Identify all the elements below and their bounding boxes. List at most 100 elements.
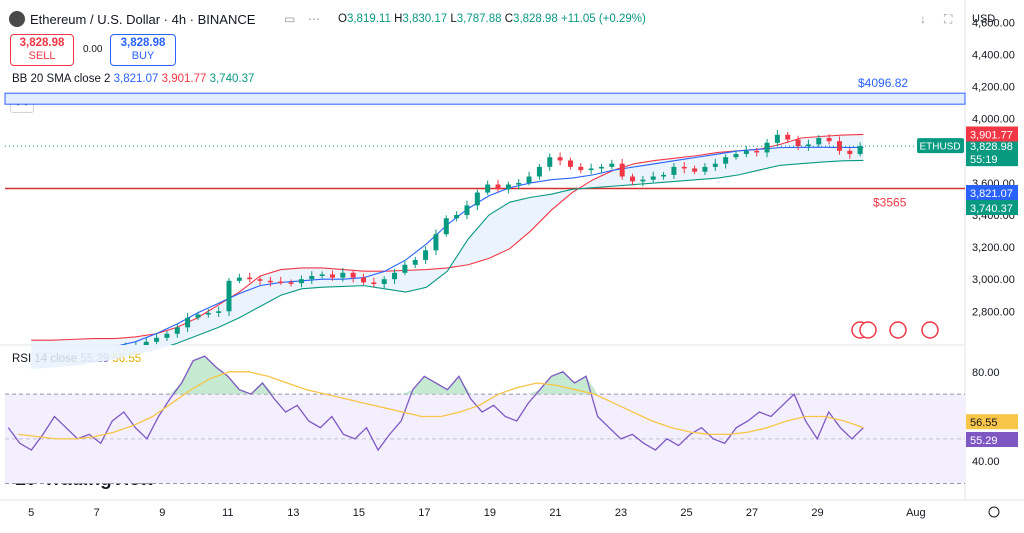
candle-body xyxy=(402,264,408,273)
time-tick-label: 7 xyxy=(94,507,100,519)
time-tick-label: 13 xyxy=(287,507,299,519)
bb-upper-value: 3,901.77 xyxy=(161,73,207,85)
bb-lower-badge-value: 3,740.37 xyxy=(970,203,1013,215)
candle-body xyxy=(516,182,522,185)
bb-label: BB 20 SMA close 2 xyxy=(12,73,111,85)
bb-upper-badge xyxy=(966,126,1018,142)
bb-basis-badge xyxy=(966,185,1018,200)
bb-fill xyxy=(31,134,864,370)
time-tick-label: 17 xyxy=(418,507,430,519)
economic-event-flag-icon[interactable] xyxy=(921,321,939,339)
rsi-tick-label: 40.00 xyxy=(972,456,1000,468)
candle-body xyxy=(443,218,449,235)
buy-label: BUY xyxy=(131,50,155,62)
ohlc-change: +11.05 (+0.29%) xyxy=(561,13,646,25)
candle-body xyxy=(836,141,842,151)
resistance-zone xyxy=(4,92,966,105)
candle-body xyxy=(557,157,563,161)
candle-body xyxy=(329,274,335,278)
bb-upper-badge-value: 3,901.77 xyxy=(970,129,1013,141)
candle-body xyxy=(805,144,811,147)
rsi-badge xyxy=(966,432,1018,448)
settings-gear-icon[interactable] xyxy=(988,506,1000,518)
candle-body xyxy=(702,166,708,172)
rsi-ma-badge xyxy=(966,414,1018,430)
candle-body xyxy=(712,163,718,167)
price-tick-label: 4,200.00 xyxy=(972,82,1015,94)
candle-body xyxy=(298,279,304,284)
candle-body xyxy=(350,272,356,278)
rsi-overbought-fill xyxy=(8,356,864,395)
candle-body xyxy=(640,179,646,182)
candle-body xyxy=(474,192,480,206)
rsi-tick-label: 80.00 xyxy=(972,367,1000,379)
candle-body xyxy=(205,312,211,315)
candle-body xyxy=(588,168,594,171)
rsi-badge-value: 55.29 xyxy=(970,435,998,447)
sell-button[interactable]: 3,828.98 SELL xyxy=(10,34,74,66)
candle-body xyxy=(412,259,418,265)
time-tick-label: 27 xyxy=(746,507,758,519)
candle-body xyxy=(609,163,615,167)
candle-body xyxy=(536,166,542,177)
price-tick-label: 4,000.00 xyxy=(972,114,1015,126)
countdown-value: 55:19 xyxy=(970,154,998,166)
candle-body xyxy=(371,282,377,285)
economic-event-flag-icon[interactable] xyxy=(859,321,877,339)
candle-body xyxy=(816,137,822,145)
candle-body xyxy=(464,205,470,216)
time-tick-label: 5 xyxy=(28,507,34,519)
time-tick-label: 25 xyxy=(680,507,692,519)
time-tick-label: 11 xyxy=(222,507,233,519)
time-tick-label: Aug xyxy=(906,507,926,519)
bb-lower-badge xyxy=(966,200,1018,215)
ohlc-open-key: O xyxy=(338,13,347,25)
symbol-badge-label: ETHUSD xyxy=(919,142,960,153)
time-tick-label: 19 xyxy=(484,507,496,519)
last-price-badge xyxy=(966,138,1018,167)
ohlc-close: 3,828.98 xyxy=(513,13,558,25)
price-tick-label: 4,600.00 xyxy=(972,17,1015,29)
resistance-label: $4096.82 xyxy=(858,76,908,90)
price-tick-label: 3,000.00 xyxy=(972,274,1015,286)
symbol-title[interactable]: Ethereum / U.S. Dollar · 4h · BINANCE xyxy=(30,12,256,27)
time-tick-label: 15 xyxy=(353,507,365,519)
candle-body xyxy=(495,184,501,190)
download-icon[interactable]: ↓ xyxy=(920,12,926,26)
bb-upper-line xyxy=(31,133,864,341)
sell-label: SELL xyxy=(28,50,56,62)
candle-body xyxy=(226,280,232,312)
bb-basis-line xyxy=(118,146,864,345)
support-label: $3565 xyxy=(873,196,907,210)
economic-event-flag-icon[interactable] xyxy=(889,321,907,339)
ohlc-low-key: L xyxy=(450,13,457,25)
candle-body xyxy=(216,311,222,313)
candle-body xyxy=(578,166,584,171)
candle-body xyxy=(195,314,201,318)
fullscreen-icon[interactable]: ⛶ xyxy=(944,12,953,26)
candle-body xyxy=(433,234,439,251)
candle-body xyxy=(630,176,636,182)
candle-body xyxy=(257,279,263,281)
candle-body xyxy=(288,282,294,284)
candle-body xyxy=(692,168,698,172)
more-icon[interactable]: ⋯ xyxy=(308,12,320,26)
candle-body xyxy=(661,174,667,177)
candle-body xyxy=(681,166,687,169)
bb-legend[interactable]: BB 20 SMA close 2 3,821.07 3,901.77 3,74… xyxy=(12,73,254,85)
candle-body xyxy=(650,176,656,180)
ohlc-low: 3,787.88 xyxy=(456,13,502,25)
buy-button[interactable]: 3,828.98 BUY xyxy=(110,34,176,66)
ohlc-high-key: H xyxy=(394,13,403,25)
edit-icon[interactable]: ▭ xyxy=(284,12,296,26)
candle-body xyxy=(733,154,739,158)
time-tick-label: 21 xyxy=(549,507,561,519)
currency-selector[interactable]: USD xyxy=(972,13,996,25)
candle-body xyxy=(754,150,760,153)
bb-lower-value: 3,740.37 xyxy=(209,73,255,85)
time-tick-label: 9 xyxy=(159,507,165,519)
last-price-value: 3,828.98 xyxy=(970,141,1013,153)
candle-body xyxy=(361,277,367,283)
candle-body xyxy=(795,139,801,147)
